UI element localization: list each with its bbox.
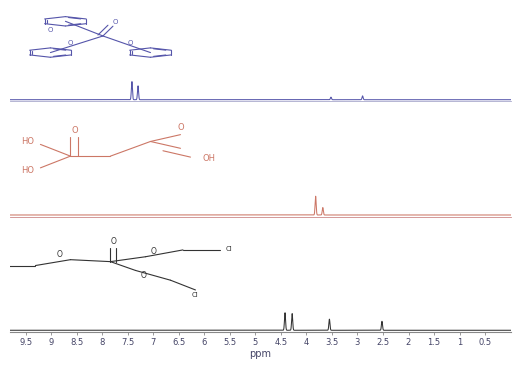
Text: O: O bbox=[151, 247, 156, 256]
Text: O: O bbox=[128, 40, 133, 46]
Text: O: O bbox=[177, 123, 184, 132]
Text: O: O bbox=[68, 40, 73, 46]
Text: HO: HO bbox=[21, 166, 34, 175]
Text: O: O bbox=[57, 250, 63, 259]
Text: OH: OH bbox=[203, 154, 216, 163]
X-axis label: ppm: ppm bbox=[250, 349, 271, 358]
Text: O: O bbox=[110, 237, 116, 246]
Text: HO: HO bbox=[21, 137, 34, 146]
Text: O: O bbox=[71, 126, 78, 135]
Text: Cl: Cl bbox=[192, 292, 199, 298]
Text: O: O bbox=[113, 19, 118, 25]
Text: O: O bbox=[141, 272, 146, 280]
Text: O: O bbox=[48, 27, 53, 33]
Text: Cl: Cl bbox=[226, 246, 232, 252]
